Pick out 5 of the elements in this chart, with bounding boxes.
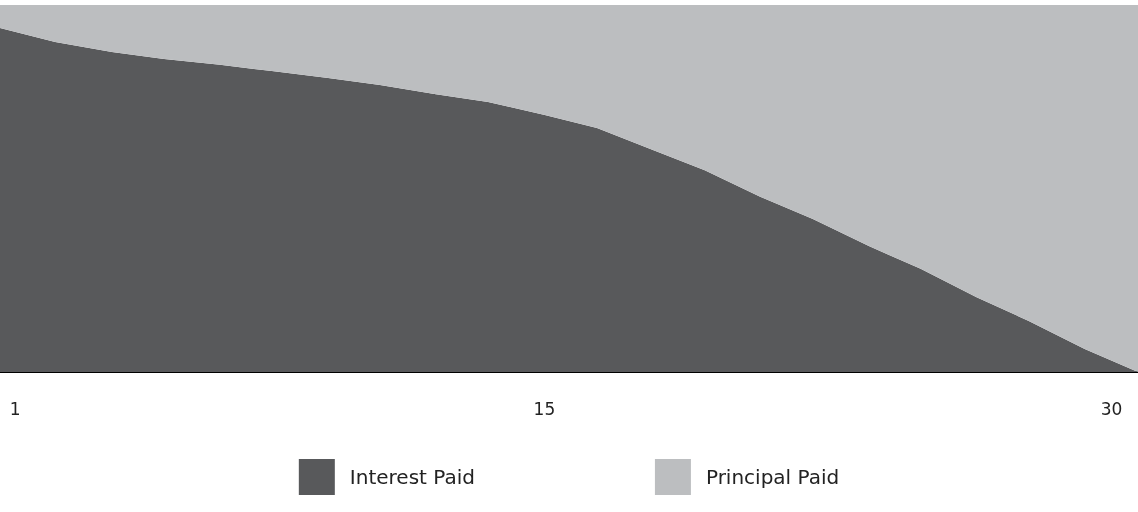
x-tick-label: 15: [533, 398, 556, 419]
x-tick-label: 30: [1100, 398, 1123, 419]
legend-label: Interest Paid: [349, 465, 475, 489]
legend-label: Principal Paid: [705, 465, 840, 489]
x-tick-label: 1: [9, 398, 21, 419]
